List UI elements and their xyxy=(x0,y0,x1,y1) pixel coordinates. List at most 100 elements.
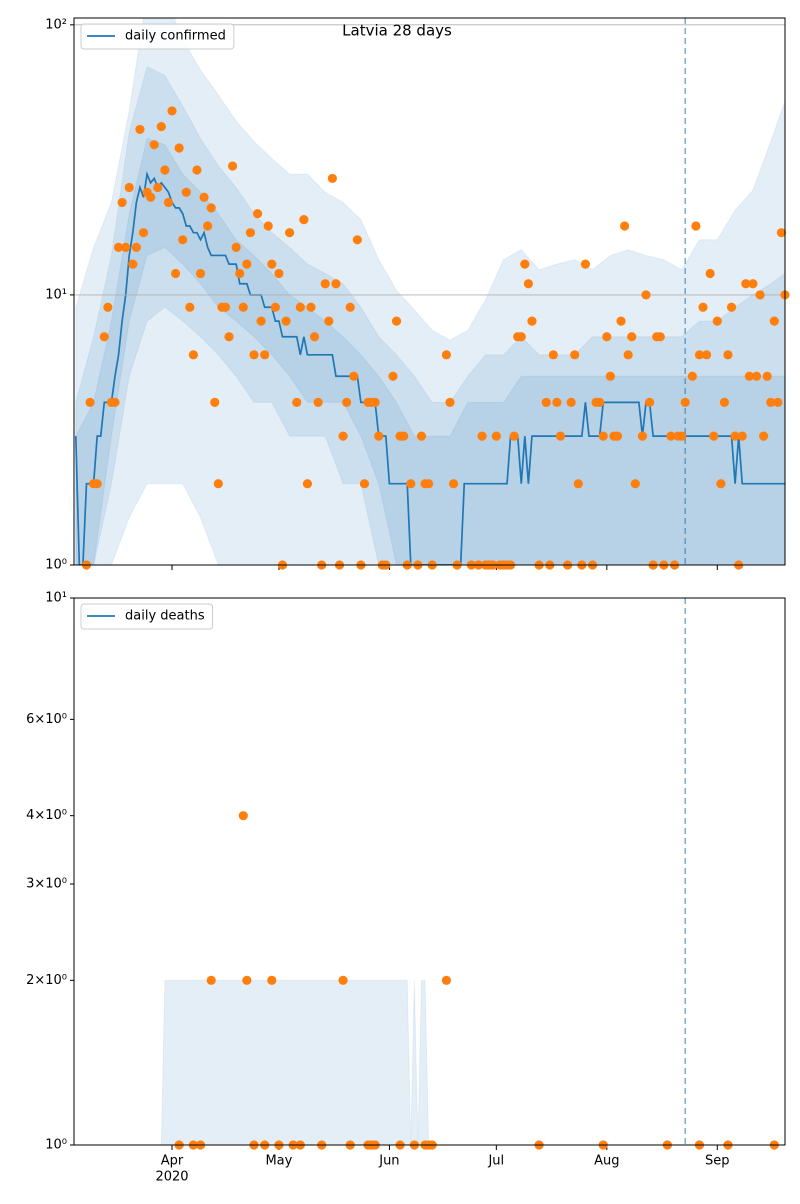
data-point xyxy=(103,302,113,312)
chart-title: Latvia 28 days xyxy=(342,22,452,40)
data-point xyxy=(149,140,159,150)
data-point xyxy=(374,431,384,441)
data-point xyxy=(331,279,341,289)
data-point xyxy=(605,371,615,381)
data-point xyxy=(666,431,676,441)
data-point xyxy=(224,332,234,342)
data-point xyxy=(163,197,174,208)
data-point xyxy=(203,221,213,231)
data-point xyxy=(252,209,263,219)
data-point xyxy=(117,197,127,208)
data-point xyxy=(267,975,277,985)
data-point xyxy=(352,235,362,245)
data-point xyxy=(766,397,776,407)
data-point xyxy=(516,332,526,342)
data-point xyxy=(680,397,690,407)
y-tick-label: 10¹ xyxy=(45,591,67,606)
data-point xyxy=(555,431,566,441)
data-point xyxy=(677,431,687,441)
data-point xyxy=(156,121,166,132)
y-tick-label: 6×10⁰ xyxy=(26,712,67,727)
data-point xyxy=(637,431,648,441)
data-point xyxy=(523,279,533,289)
data-point xyxy=(751,371,762,381)
data-point xyxy=(520,259,530,269)
data-point xyxy=(598,431,608,441)
data-point xyxy=(153,182,163,193)
data-point xyxy=(242,975,252,985)
y-tick-label: 10⁰ xyxy=(45,558,67,573)
data-point xyxy=(776,228,787,238)
data-point xyxy=(445,397,455,407)
data-point xyxy=(748,279,758,289)
x-tick-label: Jun xyxy=(378,1154,399,1169)
data-point xyxy=(773,397,783,407)
data-point xyxy=(338,431,348,441)
data-point xyxy=(612,431,623,441)
band xyxy=(160,979,430,1145)
data-point xyxy=(509,431,519,441)
data-point xyxy=(712,316,722,326)
data-point xyxy=(270,302,280,312)
data-point xyxy=(274,268,284,279)
data-point xyxy=(769,316,779,326)
x-tick-label: May xyxy=(265,1154,292,1169)
data-point xyxy=(441,975,452,985)
data-point xyxy=(726,302,737,312)
data-point xyxy=(698,302,708,312)
data-point xyxy=(135,124,145,135)
data-point xyxy=(292,397,302,407)
data-point xyxy=(195,268,206,279)
data-point xyxy=(723,350,733,360)
data-point xyxy=(359,479,370,489)
band xyxy=(75,65,785,565)
data-point xyxy=(623,350,633,360)
data-point xyxy=(716,479,726,489)
data-point xyxy=(167,106,177,116)
data-point xyxy=(281,316,291,326)
data-point xyxy=(299,215,309,225)
data-point xyxy=(342,397,352,407)
data-point xyxy=(260,350,270,360)
data-point xyxy=(370,397,380,407)
data-point xyxy=(441,350,452,360)
data-point xyxy=(231,242,241,252)
data-point xyxy=(719,397,730,407)
data-point xyxy=(85,397,95,407)
data-point xyxy=(701,350,712,360)
data-point xyxy=(616,316,626,326)
plot-area xyxy=(160,979,430,1145)
data-point xyxy=(113,242,124,252)
data-point xyxy=(220,302,231,312)
data-point xyxy=(206,203,216,213)
data-point xyxy=(199,192,209,202)
data-point xyxy=(566,397,576,407)
data-point xyxy=(730,431,740,441)
data-point xyxy=(238,811,248,821)
data-point xyxy=(306,302,316,312)
data-point xyxy=(741,279,751,289)
data-point xyxy=(128,259,138,269)
data-point xyxy=(737,431,747,441)
data-point xyxy=(762,371,772,381)
data-point xyxy=(242,259,252,269)
data-point xyxy=(630,479,640,489)
data-point xyxy=(595,397,605,407)
data-point xyxy=(324,316,334,326)
y-tick-label: 4×10⁰ xyxy=(26,808,67,823)
data-point xyxy=(235,268,245,279)
data-point xyxy=(644,397,655,407)
y-tick-label: 10² xyxy=(45,17,67,32)
data-point xyxy=(131,242,141,252)
data-point xyxy=(345,302,355,312)
legend-box xyxy=(80,603,214,630)
x-tick-label: Apr xyxy=(161,1154,184,1169)
data-point xyxy=(641,290,651,300)
band xyxy=(75,18,785,565)
data-point xyxy=(655,332,665,342)
x-tick-label: Sep xyxy=(705,1154,730,1169)
data-point xyxy=(477,431,487,441)
data-point xyxy=(406,479,416,489)
